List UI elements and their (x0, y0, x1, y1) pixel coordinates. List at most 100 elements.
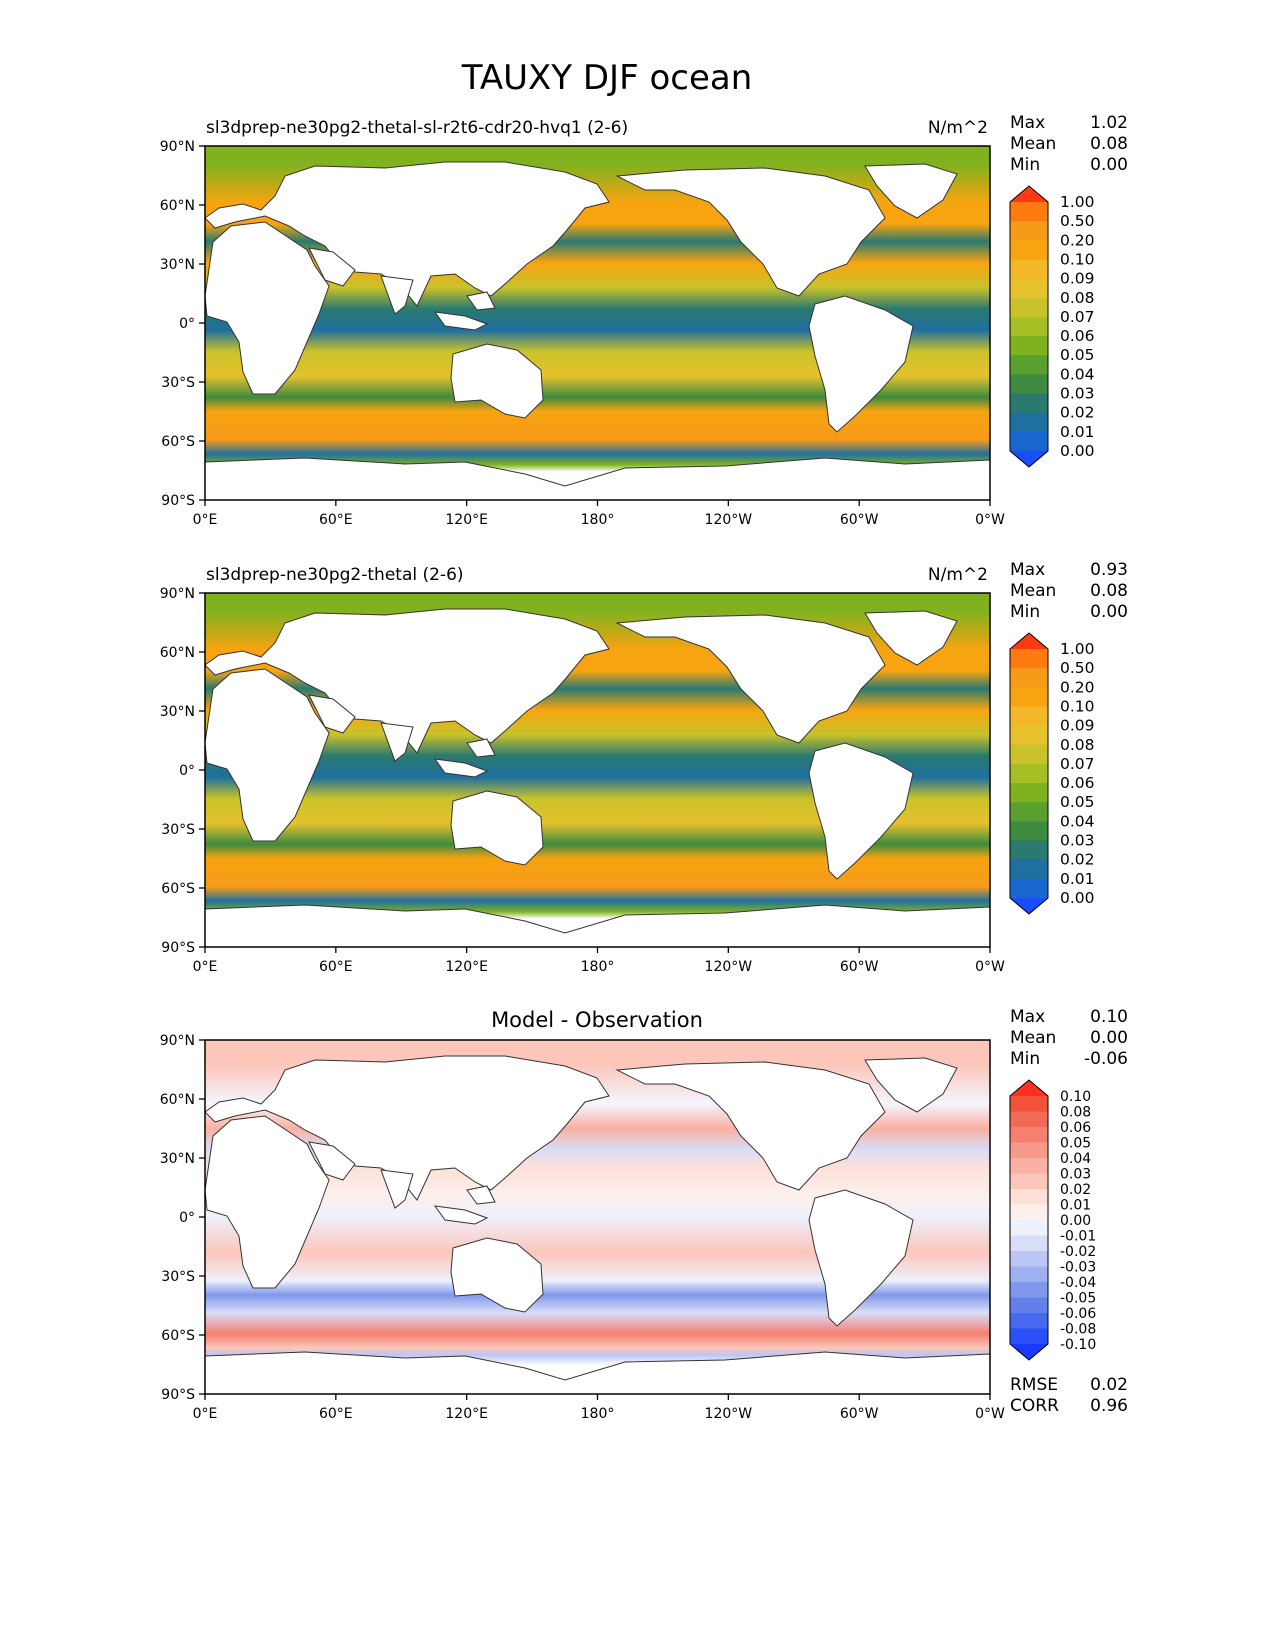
colorbar-segment (1010, 1297, 1048, 1314)
colorbar-level-label: -0.02 (1060, 1244, 1096, 1260)
colorbar-segment (1010, 316, 1048, 337)
colorbar-segment (1010, 668, 1048, 688)
colorbar-level-label: 0.20 (1060, 231, 1095, 249)
colorbar-level-label: 0.00 (1060, 442, 1095, 460)
colorbar-segment (1010, 878, 1048, 899)
panel-title: Model - Observation (491, 1008, 703, 1032)
stat-mean-label: Mean (1010, 581, 1056, 601)
lat-tick-label: 60°N (160, 645, 195, 661)
colorbar-segment (1010, 1328, 1048, 1345)
colorbar: 0.100.080.060.050.040.030.020.010.00-0.0… (1009, 1079, 1096, 1361)
colorbar-level-label: 0.10 (1060, 697, 1095, 715)
colorbar-segment (1010, 1313, 1048, 1329)
map-area (204, 1039, 991, 1395)
colorbar-level-label: 0.04 (1060, 365, 1095, 383)
colorbar-level-label: 0.03 (1060, 385, 1095, 403)
colorbar-segment (1010, 1235, 1048, 1252)
colorbar-segment (1010, 1142, 1048, 1159)
colorbar-segment (1010, 259, 1048, 280)
colorbar-segment (1010, 278, 1048, 299)
colorbar-segment (1010, 840, 1048, 861)
lat-tick-label: 0° (179, 316, 195, 332)
colorbar-level-label: 0.06 (1060, 327, 1095, 345)
lat-ticks: 90°N 60°N 30°N 0° 30°S 60°S 90°S (160, 1033, 205, 1403)
lat-tick-label: 90°S (161, 1387, 195, 1403)
colorbar-level-label: 0.08 (1060, 736, 1095, 754)
lon-tick-label: 60°W (840, 1406, 879, 1422)
colorbar-level-label: -0.08 (1060, 1322, 1096, 1338)
colorbar-segment (1010, 1173, 1048, 1190)
colorbar-segment (1010, 355, 1048, 375)
lat-ticks: 90°N 60°N 30°N 0° 30°S 60°S 90°S (160, 586, 205, 956)
lat-tick-label: 90°S (161, 940, 195, 956)
lat-tick-label: 30°S (161, 1269, 195, 1285)
stat-mean: 0.00 (1090, 1028, 1128, 1048)
stat-max-label: Max (1010, 1007, 1045, 1027)
colorbar-segment (1010, 374, 1048, 395)
lon-ticks: 0°E 60°E 120°E 180° 120°W 60°W 0°W (193, 947, 1005, 975)
colorbar-segment (1010, 1158, 1048, 1174)
stat-min: -0.06 (1084, 1049, 1128, 1069)
colorbar-level-label: 0.50 (1060, 212, 1095, 230)
lon-ticks: 0°E 60°E 120°E 180° 120°W 60°W 0°W (193, 1394, 1005, 1422)
colorbar: 1.000.500.200.10 0.090.080.070.060.050.04… (1009, 632, 1095, 915)
colorbar-segment (1010, 336, 1048, 356)
lat-tick-label: 90°S (161, 493, 195, 509)
lon-tick-label: 0°W (975, 1406, 1005, 1422)
colorbar-level-label: 0.06 (1060, 1120, 1091, 1136)
colorbar-level-label: 0.08 (1060, 289, 1095, 307)
lon-tick-label: 0°E (193, 959, 218, 975)
colorbar: 1.000.500.200.10 0.090.080.070.060.050.04… (1009, 185, 1095, 468)
colorbar-segment (1010, 783, 1048, 803)
colorbar-segment (1010, 744, 1048, 765)
map-area (204, 592, 991, 948)
corr-value: 0.96 (1090, 1396, 1128, 1416)
lon-tick-label: 120°W (705, 512, 753, 528)
panel-title: sl3dprep-ne30pg2-thetal-sl-r2t6-cdr20-hv… (206, 118, 628, 138)
lat-ticks: 90°N 60°N 30°N 0° 30°S 60°S 90°S (160, 139, 205, 509)
stat-max: 0.93 (1090, 560, 1128, 580)
colorbar-level-label: 0.01 (1060, 1198, 1091, 1214)
colorbar-level-label: 0.09 (1060, 717, 1095, 735)
panel-test: sl3dprep-ne30pg2-thetal-sl-r2t6-cdr20-hv… (160, 113, 1128, 528)
lon-tick-label: 120°W (705, 959, 753, 975)
colorbar-level-label: 0.10 (1060, 250, 1095, 268)
colorbar-extend-bottom (1010, 1344, 1048, 1360)
colorbar-level-label: 0.01 (1060, 423, 1095, 441)
colorbar-segment (1010, 431, 1048, 452)
colorbar-segment (1010, 706, 1048, 727)
colorbar-level-label: 0.00 (1060, 889, 1095, 907)
lat-tick-label: 30°N (160, 704, 195, 720)
colorbar-segment (1010, 1220, 1048, 1236)
colorbar-level-label: 0.02 (1060, 1182, 1091, 1198)
lon-tick-label: 180° (581, 512, 615, 528)
lat-tick-label: 60°S (161, 881, 195, 897)
colorbar-level-label: 0.07 (1060, 308, 1095, 326)
stat-max-label: Max (1010, 560, 1045, 580)
lon-ticks: 0°E 60°E 120°E 180° 120°W 60°W 0°W (193, 500, 1005, 528)
units-label: N/m^2 (928, 118, 988, 138)
colorbar-level-label: 0.08 (1060, 1105, 1091, 1121)
lon-tick-label: 120°E (445, 959, 488, 975)
lat-tick-label: 60°S (161, 434, 195, 450)
colorbar-level-label: -0.03 (1060, 1260, 1096, 1276)
colorbar-segment (1010, 763, 1048, 784)
stat-min-label: Min (1010, 1049, 1040, 1069)
stat-min: 0.00 (1090, 155, 1128, 175)
colorbar-level-label: 0.01 (1060, 870, 1095, 888)
stat-min-label: Min (1010, 602, 1040, 622)
stat-mean: 0.08 (1090, 134, 1128, 154)
colorbar-level-label: 0.50 (1060, 659, 1095, 677)
lon-tick-label: 0°E (193, 1406, 218, 1422)
colorbar-outline (1009, 1079, 1049, 1361)
colorbar-outline (1009, 185, 1049, 468)
panel-reference: sl3dprep-ne30pg2-thetal (2-6) N/m^2 90°N… (160, 560, 1128, 975)
rmse-label: RMSE (1010, 1375, 1058, 1395)
colorbar-level-label: 1.00 (1060, 640, 1095, 658)
colorbar-level-label: 0.05 (1060, 793, 1095, 811)
stat-max: 1.02 (1090, 113, 1128, 133)
lon-tick-label: 120°W (705, 1406, 753, 1422)
colorbar-level-label: 0.02 (1060, 404, 1095, 422)
lat-tick-label: 30°N (160, 1151, 195, 1167)
units-label: N/m^2 (928, 565, 988, 585)
